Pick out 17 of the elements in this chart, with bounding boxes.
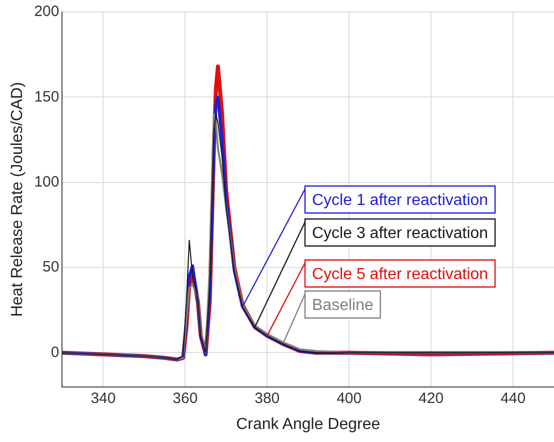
x-axis-title: Crank Angle Degree <box>236 416 380 433</box>
x-tick-label: 340 <box>90 390 116 407</box>
x-tick-label: 400 <box>336 390 362 407</box>
y-tick-label: 0 <box>50 344 60 361</box>
y-tick-label: 100 <box>34 174 60 191</box>
text: Cycle 5 after reactivation <box>312 266 488 283</box>
x-tick-label: 420 <box>418 390 444 407</box>
y-tick-label: 50 <box>42 258 60 276</box>
text: Baseline <box>312 296 374 314</box>
text: Cycle 1 after reactivation <box>312 192 488 209</box>
y-tick-label: 200 <box>34 3 60 20</box>
y-axis-title: Heat Release Rate (Joules/CAD) <box>9 82 26 317</box>
x-tick-label: 440 <box>500 390 526 407</box>
y-tick-label: 150 <box>34 88 60 106</box>
text: Cycle 3 after reactivation <box>312 224 488 242</box>
x-tick-label: 380 <box>254 390 280 407</box>
x-tick-label: 360 <box>172 390 198 407</box>
